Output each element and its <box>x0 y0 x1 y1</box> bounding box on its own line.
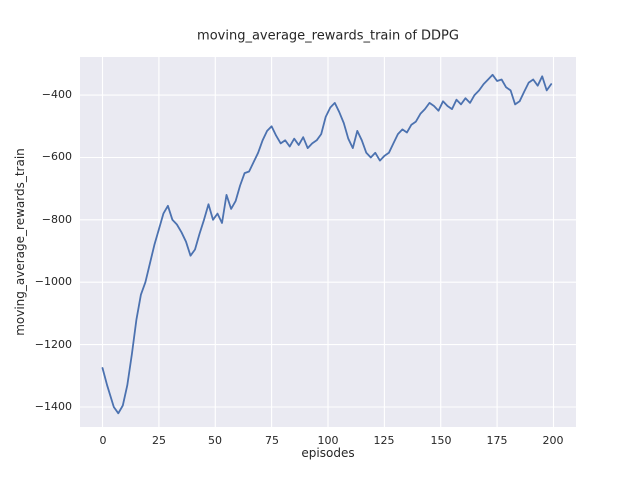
x-tick-label: 125 <box>373 434 395 447</box>
series-line <box>101 73 553 415</box>
chart-title: moving_average_rewards_train of DDPG <box>197 28 459 44</box>
x-tick-label: 75 <box>265 434 279 447</box>
line-chart-svg <box>80 57 576 427</box>
x-tick-label: 175 <box>486 434 508 447</box>
x-axis-label: episodes <box>301 446 355 460</box>
plot-area <box>80 57 576 427</box>
y-tick-label: −1400 <box>34 400 72 413</box>
y-tick-label: −400 <box>41 88 72 101</box>
y-tick-label: −600 <box>41 150 72 163</box>
y-tick-label: −1000 <box>34 275 72 288</box>
x-tick-label: 0 <box>99 434 107 447</box>
x-tick-label: 100 <box>317 434 339 447</box>
x-tick-label: 25 <box>152 434 166 447</box>
x-tick-label: 200 <box>542 434 564 447</box>
x-tick-label: 50 <box>208 434 222 447</box>
y-tick-label: −800 <box>41 213 72 226</box>
y-tick-label: −1200 <box>34 338 72 351</box>
x-tick-label: 150 <box>430 434 452 447</box>
y-axis-label: moving_average_rewards_train <box>13 148 27 336</box>
